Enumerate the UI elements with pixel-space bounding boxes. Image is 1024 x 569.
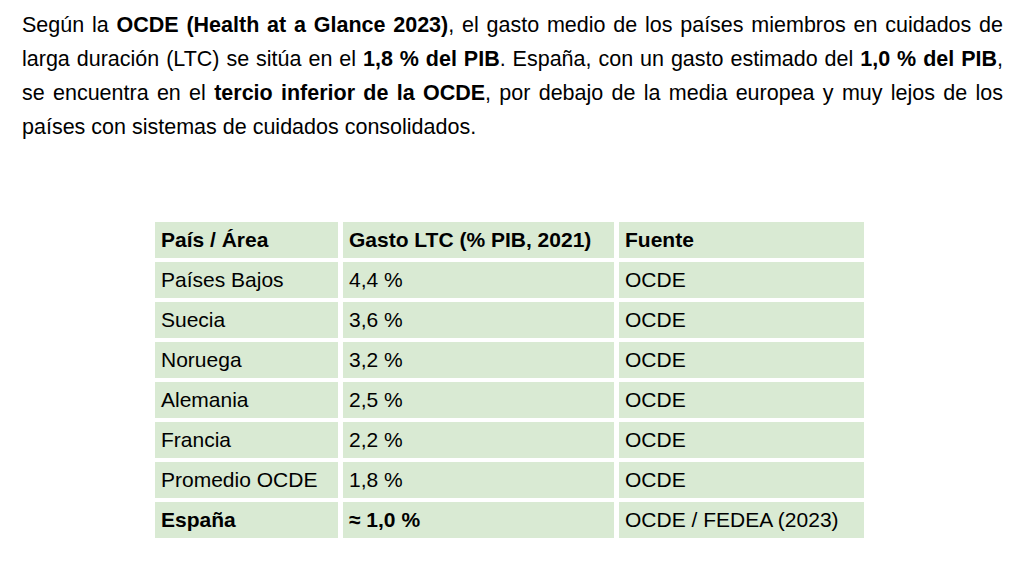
- table-cell: OCDE / FEDEA (2023): [619, 502, 864, 538]
- paragraph-bold-text: 1,0 % del PIB: [860, 47, 997, 71]
- slide-page: Según la OCDE (Health at a Glance 2023),…: [0, 0, 1024, 569]
- table-cell: Francia: [155, 422, 338, 458]
- table-cell: 3,6 %: [343, 302, 614, 338]
- table-cell: OCDE: [619, 422, 864, 458]
- table-cell: OCDE: [619, 462, 864, 498]
- paragraph-bold-text: 1,8 % del PIB: [363, 47, 500, 71]
- table-cell: OCDE: [619, 302, 864, 338]
- table-header-country: País / Área: [155, 222, 338, 258]
- table-cell: Países Bajos: [155, 262, 338, 298]
- table-cell: OCDE: [619, 342, 864, 378]
- table-cell: OCDE: [619, 262, 864, 298]
- paragraph-text: Según la: [22, 13, 117, 37]
- summary-paragraph: Según la OCDE (Health at a Glance 2023),…: [22, 8, 1003, 144]
- table-cell: España: [155, 502, 338, 538]
- table-cell: Noruega: [155, 342, 338, 378]
- table-header-ltc-spending: Gasto LTC (% PIB, 2021): [343, 222, 614, 258]
- table-cell: ≈ 1,0 %: [343, 502, 614, 538]
- table-cell: Promedio OCDE: [155, 462, 338, 498]
- paragraph-text: . España, con un gasto estimado del: [500, 47, 861, 71]
- paragraph-bold-text: OCDE (Health at a Glance 2023): [117, 13, 449, 37]
- paragraph-bold-text: tercio inferior de la OCDE: [214, 81, 485, 105]
- ltc-spending-table: País / Área Gasto LTC (% PIB, 2021) Fuen…: [155, 222, 864, 538]
- table-cell: OCDE: [619, 382, 864, 418]
- table-header-source: Fuente: [619, 222, 864, 258]
- table-cell: 1,8 %: [343, 462, 614, 498]
- table-cell: 4,4 %: [343, 262, 614, 298]
- table-cell: Suecia: [155, 302, 338, 338]
- table-cell: 2,2 %: [343, 422, 614, 458]
- table-cell: 2,5 %: [343, 382, 614, 418]
- table-cell: Alemania: [155, 382, 338, 418]
- table-cell: 3,2 %: [343, 342, 614, 378]
